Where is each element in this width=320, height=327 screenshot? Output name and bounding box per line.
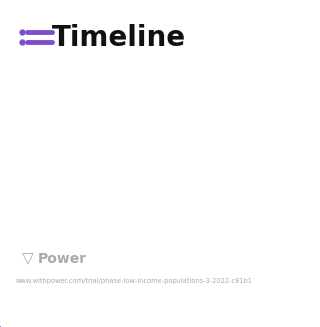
- Text: Treatment ~: Treatment ~: [34, 134, 126, 149]
- Text: Varies: Varies: [247, 134, 292, 149]
- Text: Follow ups ~: Follow ups ~: [34, 195, 128, 210]
- Text: Screening ~: Screening ~: [34, 75, 124, 90]
- Text: Power: Power: [38, 252, 87, 266]
- Text: www.withpower.com/trial/phase-low-income-populations-3-2022-c81b1: www.withpower.com/trial/phase-low-income…: [16, 278, 253, 284]
- Text: ▽: ▽: [22, 251, 34, 267]
- Text: Timeline: Timeline: [52, 24, 186, 52]
- Text: 3 weeks: 3 weeks: [232, 75, 292, 90]
- Text: up to 45 days: up to 45 days: [192, 195, 292, 210]
